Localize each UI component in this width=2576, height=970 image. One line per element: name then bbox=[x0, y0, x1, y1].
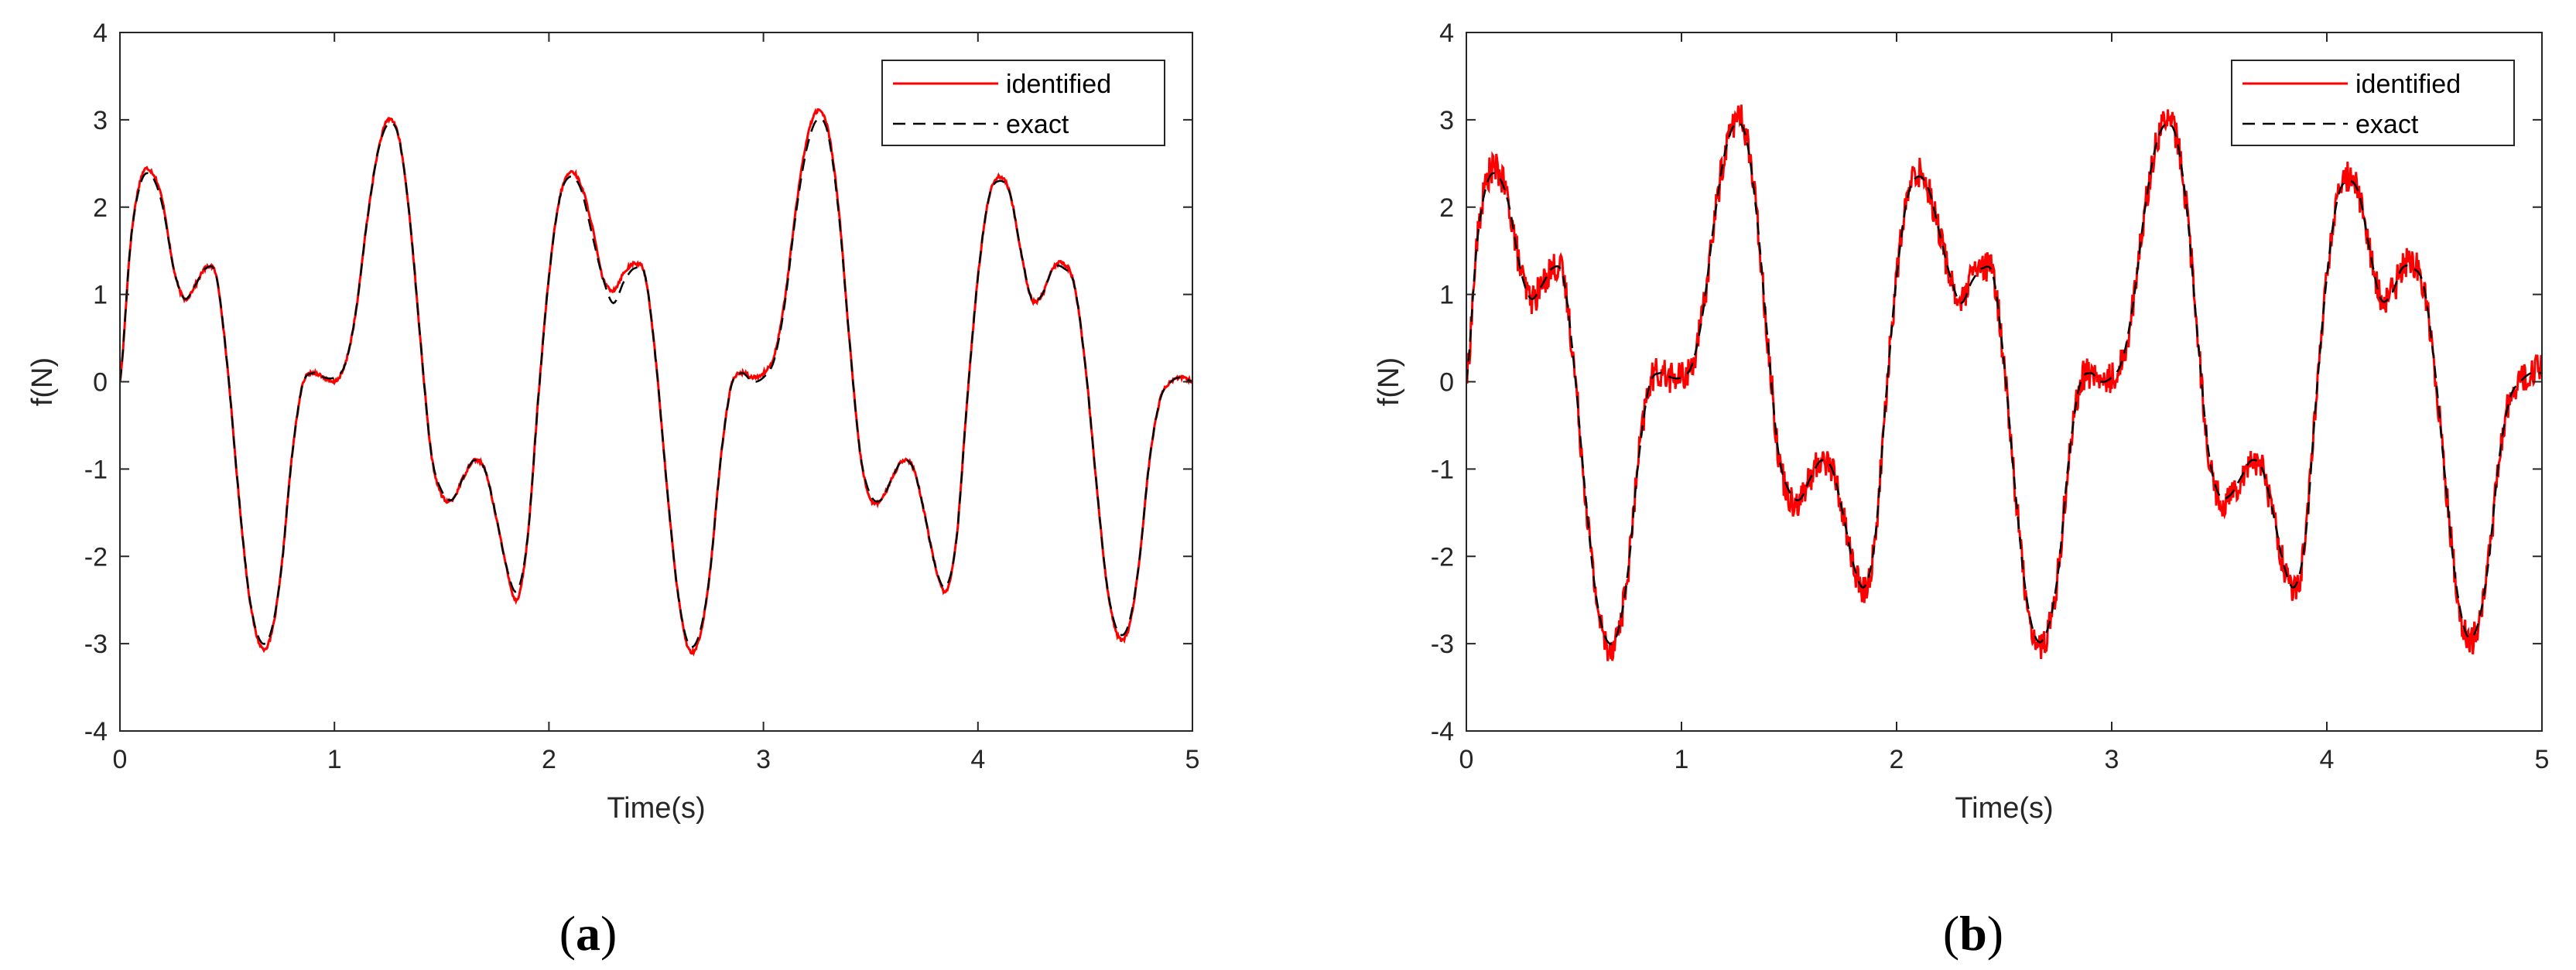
y-tick-label: -4 bbox=[1431, 717, 1454, 746]
x-tick-label: 2 bbox=[542, 745, 556, 774]
legend-box bbox=[881, 60, 1165, 146]
panel-caption: (a) bbox=[559, 906, 617, 961]
legend-label-exact: exact bbox=[1006, 110, 1069, 139]
x-tick-label: 3 bbox=[756, 745, 771, 774]
x-tick-label: 5 bbox=[2535, 745, 2550, 774]
y-tick-label: -3 bbox=[84, 630, 108, 659]
y-tick-label: 1 bbox=[93, 281, 108, 310]
x-tick-label: 5 bbox=[1185, 745, 1200, 774]
legend-label-exact: exact bbox=[2355, 110, 2419, 139]
series-line-exact bbox=[120, 117, 1192, 648]
series-line-identified bbox=[1466, 104, 2542, 661]
legend-label-identified: identified bbox=[2355, 70, 2461, 99]
x-tick-label: 3 bbox=[2105, 745, 2119, 774]
panel-b: 0 1 2 3 4 5 4 3 2 1 0 -1 -2 -3 -4 Time(s) f(N) identified… bbox=[1373, 19, 2549, 961]
x-tick-label: 0 bbox=[113, 745, 128, 774]
y-tick-label: -1 bbox=[1431, 455, 1454, 484]
y-tick-label: 2 bbox=[1439, 193, 1454, 223]
legend-box bbox=[2231, 60, 2515, 146]
x-tick-label: 4 bbox=[970, 745, 985, 774]
x-tick-label: 0 bbox=[1459, 745, 1474, 774]
x-tick-label: 1 bbox=[327, 745, 342, 774]
x-axis-label: Time(s) bbox=[1955, 792, 2053, 825]
x-tick-label: 2 bbox=[1890, 745, 1904, 774]
panel-caption: (b) bbox=[1943, 906, 2003, 961]
y-tick-label: 0 bbox=[1439, 368, 1454, 398]
y-axis-label: f(N) bbox=[26, 357, 59, 406]
y-tick-label: 4 bbox=[93, 19, 108, 48]
y-tick-label: 0 bbox=[93, 368, 108, 398]
x-axis-label: Time(s) bbox=[607, 792, 705, 825]
x-tick-label: 1 bbox=[1675, 745, 1689, 774]
y-axis-label: f(N) bbox=[1373, 357, 1405, 406]
y-tick-label: 1 bbox=[1439, 281, 1454, 310]
legend-label-identified: identified bbox=[1006, 70, 1111, 99]
panel-a: 0 1 2 3 4 5 4 3 2 1 0 -1 -2 -3 -4 Time(s) f(N) identified… bbox=[26, 19, 1199, 961]
y-tick-label: -1 bbox=[84, 455, 108, 484]
y-tick-label: 3 bbox=[93, 106, 108, 135]
y-tick-label: -3 bbox=[1431, 630, 1454, 659]
x-tick-label: 4 bbox=[2320, 745, 2335, 774]
y-tick-label: 2 bbox=[93, 193, 108, 223]
series-line-exact bbox=[1466, 121, 2542, 645]
y-tick-label: -2 bbox=[1431, 542, 1454, 572]
y-tick-label: -4 bbox=[84, 717, 108, 746]
y-tick-label: 3 bbox=[1439, 106, 1454, 135]
y-tick-label: 4 bbox=[1439, 19, 1454, 48]
y-tick-label: -2 bbox=[84, 542, 108, 572]
